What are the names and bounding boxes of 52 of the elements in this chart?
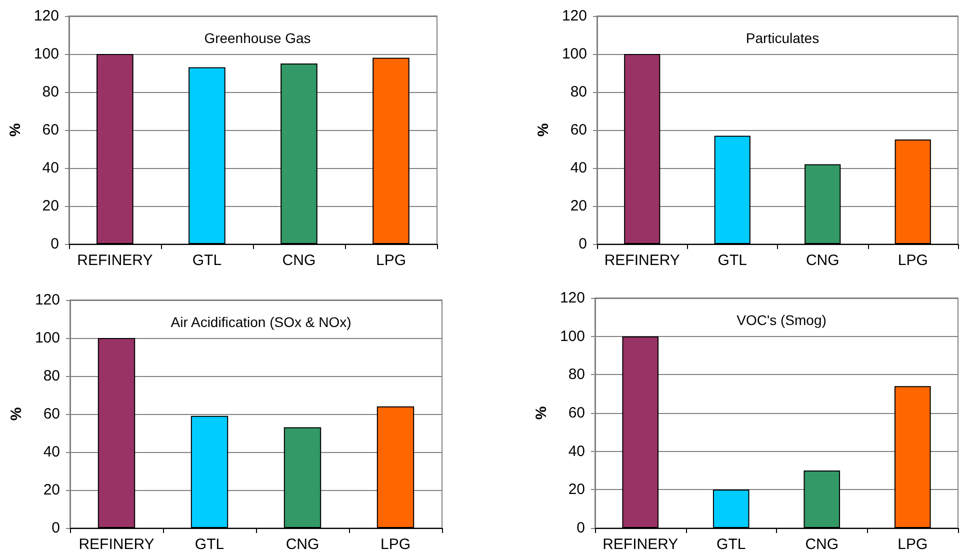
y-tick-label: 40 <box>570 160 587 176</box>
y-tick-label: 100 <box>562 46 587 62</box>
y-tick-label: 80 <box>42 84 59 100</box>
y-tick-label: 20 <box>43 482 60 498</box>
x-tick-label: CNG <box>806 252 840 269</box>
y-tick-label: 100 <box>34 46 59 62</box>
x-tick-label: CNG <box>282 252 316 269</box>
y-axis-title: % <box>535 123 552 137</box>
y-tick-label: 40 <box>43 444 60 460</box>
y-tick-label: 120 <box>34 8 59 24</box>
y-tick-label: 120 <box>560 290 585 306</box>
x-tick-label: REFINERY <box>604 252 680 269</box>
y-tick-label: 100 <box>34 330 60 346</box>
x-tick-label: LPG <box>898 252 928 269</box>
y-tick-label: 20 <box>568 481 585 498</box>
text: Air Acidification (SOx & NOx) <box>170 314 352 330</box>
y-axis-title: % <box>8 407 26 421</box>
y-tick-label: 120 <box>562 8 587 24</box>
x-tick-label: CNG <box>286 536 320 553</box>
y-axis-title: % <box>533 406 550 420</box>
y-tick-label: 0 <box>576 520 585 536</box>
x-tick-label: GTL <box>194 536 224 553</box>
y-tick-label: 120 <box>34 292 60 308</box>
y-tick-label: 80 <box>568 366 585 384</box>
x-tick-label: CNG <box>805 536 839 553</box>
y-tick-label: 80 <box>43 368 60 384</box>
text: Particulates <box>746 30 820 46</box>
x-tick-label: GTL <box>716 536 746 553</box>
x-tick-label: LPG <box>376 252 406 269</box>
y-axis-title: % <box>7 123 24 137</box>
x-tick-label: GTL <box>718 252 747 269</box>
y-tick-label: 0 <box>52 520 60 536</box>
x-tick-label: REFINERY <box>602 536 678 553</box>
y-tick-label: 20 <box>42 198 59 214</box>
y-tick-label: 60 <box>42 122 59 138</box>
y-tick-label: 40 <box>568 442 585 460</box>
y-tick-label: 20 <box>570 198 587 214</box>
y-tick-label: 80 <box>570 84 587 100</box>
y-tick-label: 40 <box>42 160 59 176</box>
x-tick-label: GTL <box>192 252 222 269</box>
x-tick-label: LPG <box>380 536 411 553</box>
text: Greenhouse Gas <box>204 30 311 46</box>
y-tick-label: 60 <box>568 404 585 422</box>
y-tick-label: 60 <box>570 122 587 138</box>
y-tick-label: 100 <box>560 328 585 345</box>
y-tick-label: 0 <box>50 236 59 252</box>
x-tick-label: REFINERY <box>77 252 153 269</box>
y-tick-label: 60 <box>43 406 60 422</box>
x-tick-label: LPG <box>898 536 928 553</box>
y-tick-label: 0 <box>578 236 587 252</box>
text: VOC's (Smog) <box>736 312 826 328</box>
x-tick-label: REFINERY <box>78 536 154 553</box>
